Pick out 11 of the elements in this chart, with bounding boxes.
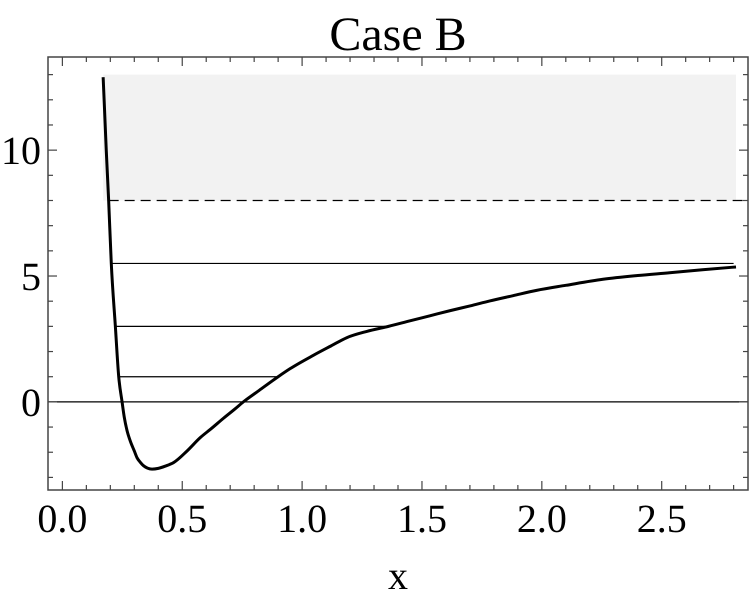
x-tick-label: 1.5 <box>396 496 447 541</box>
y-tick-label: 10 <box>1 128 41 174</box>
x-tick-label: 2.5 <box>636 496 687 541</box>
x-axis-title: x <box>388 553 408 598</box>
chart-title: Case B <box>329 8 467 61</box>
x-tick-label: 2.0 <box>516 496 567 541</box>
y-tick-label: 5 <box>21 254 41 300</box>
x-tick-label: 0.0 <box>37 496 88 541</box>
x-tick-label: 0.5 <box>157 496 208 541</box>
y-tick-label: 0 <box>21 380 41 425</box>
x-tick-label: 1.0 <box>277 496 328 541</box>
